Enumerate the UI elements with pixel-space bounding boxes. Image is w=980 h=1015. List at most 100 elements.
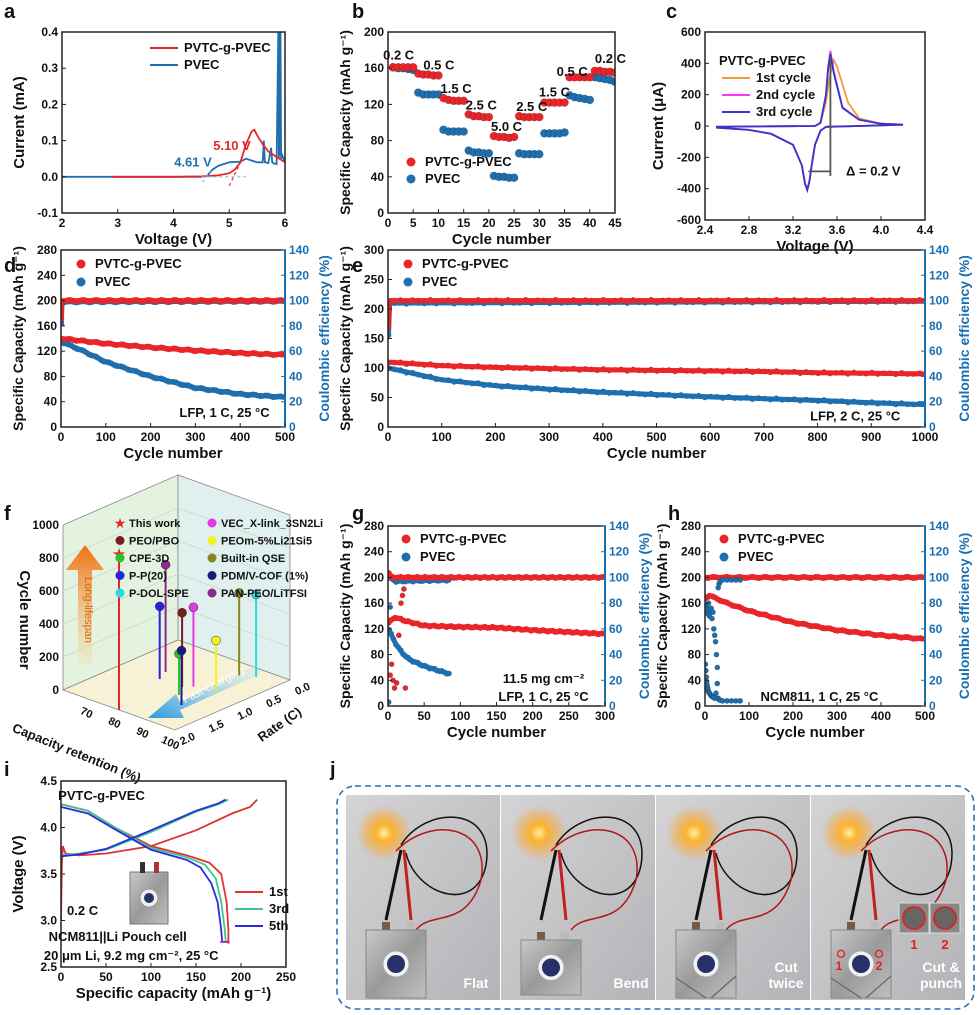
data-point	[809, 297, 815, 304]
rate-tick-label: 2.0	[178, 731, 197, 748]
data-point	[505, 364, 511, 370]
x-tick-label: 2.4	[697, 223, 714, 237]
z-tick-label: 0	[52, 683, 59, 697]
y-tick-label: 80	[371, 648, 385, 662]
data-point	[600, 630, 605, 637]
annotation: 2.5 C	[466, 97, 498, 112]
x-tick-label: 400	[593, 430, 613, 444]
data-point	[761, 297, 768, 304]
data-point	[540, 365, 547, 372]
legend-dot-icon	[719, 552, 729, 562]
data-point	[560, 98, 569, 107]
data-point	[696, 297, 702, 303]
legend-label: PVEC	[95, 274, 131, 289]
series-pvtc-g-pvec-capacity	[61, 335, 285, 359]
data-point	[845, 298, 851, 305]
y-tick-label: 4.0	[40, 821, 57, 835]
punch-hole-circle	[933, 906, 957, 930]
data-point	[869, 369, 875, 376]
data-point	[445, 297, 452, 303]
data-point	[892, 298, 899, 305]
x-tick-label: 800	[808, 430, 828, 444]
legend-label: 1st cycle	[756, 70, 811, 85]
data-point	[725, 367, 732, 374]
y-tick-label: 0	[694, 699, 701, 713]
data-point	[892, 401, 899, 408]
data-point	[701, 394, 708, 401]
data-point	[475, 380, 481, 386]
legend-item: 5th	[235, 918, 289, 933]
legend-label: PVEC	[738, 549, 774, 564]
x-tick-label: 5	[410, 216, 417, 230]
y2-tick-label: 120	[289, 268, 309, 282]
data-point	[610, 77, 615, 87]
x-tick-label: 150	[486, 709, 506, 723]
y2-tick-label: 80	[929, 596, 943, 610]
cut-line	[865, 975, 892, 999]
legend-dot-icon	[207, 518, 217, 528]
data-point	[821, 296, 827, 303]
data-point	[755, 368, 762, 374]
data-point	[642, 367, 648, 374]
data-point	[493, 364, 499, 370]
data-point	[546, 387, 553, 393]
x-axis-label: Cycle number	[607, 445, 706, 462]
x-tick-label: 4.4	[917, 223, 934, 237]
data-point	[705, 667, 709, 674]
x-tick-label: 100	[450, 709, 470, 723]
data-point	[797, 397, 804, 404]
y2-tick-label: 100	[289, 294, 309, 308]
annotation: LFP, 1 C, 25 °C	[179, 405, 270, 420]
data-point	[415, 297, 422, 304]
data-point	[487, 382, 493, 388]
data-point	[457, 297, 463, 303]
y-tick-label: 100	[364, 361, 384, 375]
legend-item: PVEC	[403, 274, 458, 289]
y2-tick-label: 140	[289, 243, 309, 257]
chart-g: 0 50 100 150 200 250 3000408012016020024028002…	[337, 519, 652, 741]
grid-line	[62, 540, 291, 592]
legend-label: PVEC	[422, 274, 458, 289]
data-point	[863, 370, 869, 377]
z-tick-label: 800	[39, 551, 59, 565]
legend-dot-icon	[403, 259, 413, 269]
data-point	[397, 359, 404, 366]
legend-label: 1st	[269, 884, 288, 899]
x-tick-label: 400	[871, 709, 891, 723]
y-tick-label: 0.3	[41, 61, 58, 75]
data-point	[821, 369, 827, 375]
x-tick-label: 5	[226, 216, 233, 230]
data-point	[415, 371, 422, 378]
data-point	[636, 367, 642, 374]
series-pvtc-g-pvec-ce	[61, 296, 285, 322]
legend-item: PVEC	[150, 57, 220, 72]
data-point	[509, 132, 519, 142]
x-tick-label: 10	[432, 216, 446, 230]
data-point	[749, 298, 756, 305]
legend-item: Built-in QSE	[207, 553, 285, 565]
y-axis-label: Specific Capacity (mAh g⁻¹)	[337, 524, 353, 709]
legend-label: PDM/V-COF (1%)	[221, 571, 309, 583]
data-point	[916, 400, 923, 407]
y-tick-label: 280	[364, 519, 384, 533]
y-tick-label: 50	[371, 391, 385, 405]
legend-dot-icon	[115, 536, 125, 545]
series-pvec-capacity	[705, 661, 744, 704]
chart-c: 2.4 2.8 3.2 3.6 4.0 4.4 -600 -400 -200 0 200 400 600…	[650, 25, 934, 255]
x-tick-label: 30	[533, 216, 547, 230]
series-5th-charge	[61, 798, 227, 858]
data-point-built-in-qse	[234, 588, 244, 676]
y-tick-label: 200	[364, 25, 384, 39]
data-point	[469, 380, 475, 387]
y-tick-label: 0	[377, 699, 384, 713]
data-point	[731, 368, 738, 375]
y-tick-label: 3.5	[40, 867, 57, 881]
legend-item: PEOm-5%Li21Si5	[207, 536, 312, 548]
legend-label: CPE-3D	[129, 553, 169, 565]
x-tick-label: 25	[507, 216, 521, 230]
data-point	[427, 373, 434, 380]
data-point	[648, 296, 654, 303]
y-tick-label: 240	[681, 545, 701, 559]
data-point	[803, 297, 810, 303]
y-tick-label: -600	[677, 213, 701, 227]
